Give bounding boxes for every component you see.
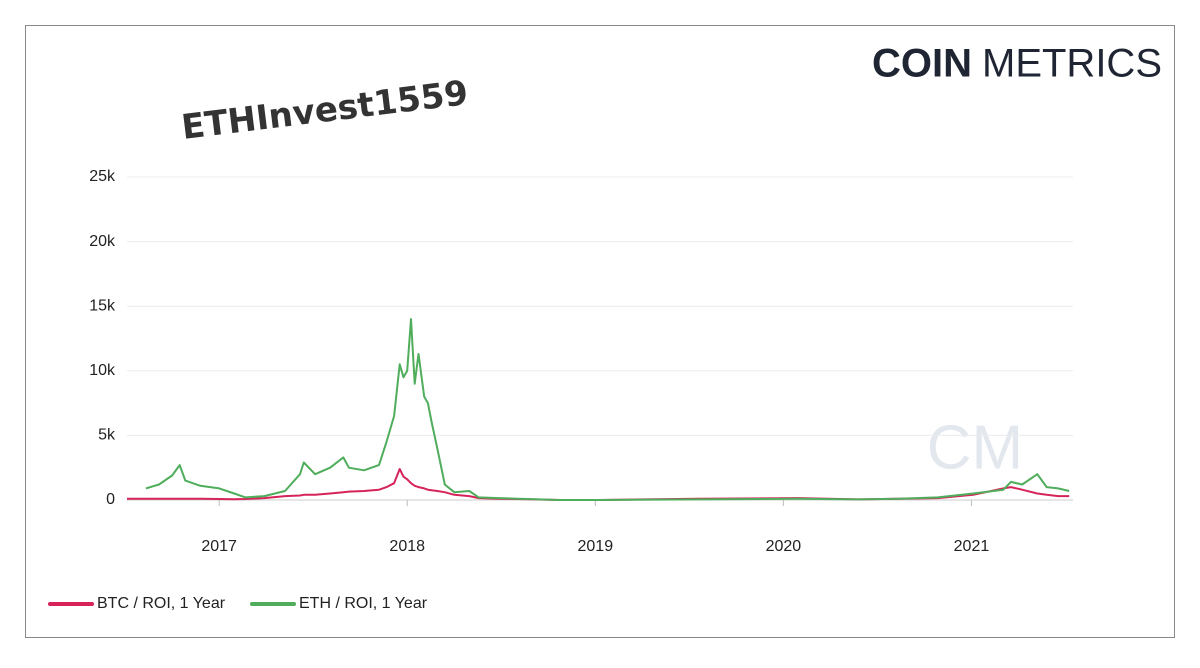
y-tick-label: 5k [98,427,116,444]
watermark: CM [927,413,1023,482]
x-tick-label: 2017 [201,538,237,555]
y-tick-label: 0 [106,491,115,508]
plot-area: 0 5k 10k 15k 20k 25k 2017 2018 2019 2020 2021 [89,168,1073,555]
logo-light: METRICS [982,42,1162,86]
x-tick-label: 2018 [389,538,425,555]
logo-bold: COIN [872,42,972,86]
y-tick-label: 15k [89,297,116,314]
frame [25,25,1175,638]
y-tick-label: 20k [89,233,116,250]
legend-label: BTC / ROI, 1 Year [97,595,226,612]
legend: BTC / ROI, 1 Year ETH / ROI, 1 Year [48,595,428,612]
y-tick-label: 25k [89,168,116,185]
x-tick-label: 2021 [954,538,990,555]
series-line [145,318,1070,501]
y-tick-label: 10k [89,362,116,379]
legend-label: ETH / ROI, 1 Year [299,595,428,612]
x-tick-label: 2019 [578,538,614,555]
x-tick-label: 2020 [766,538,802,555]
